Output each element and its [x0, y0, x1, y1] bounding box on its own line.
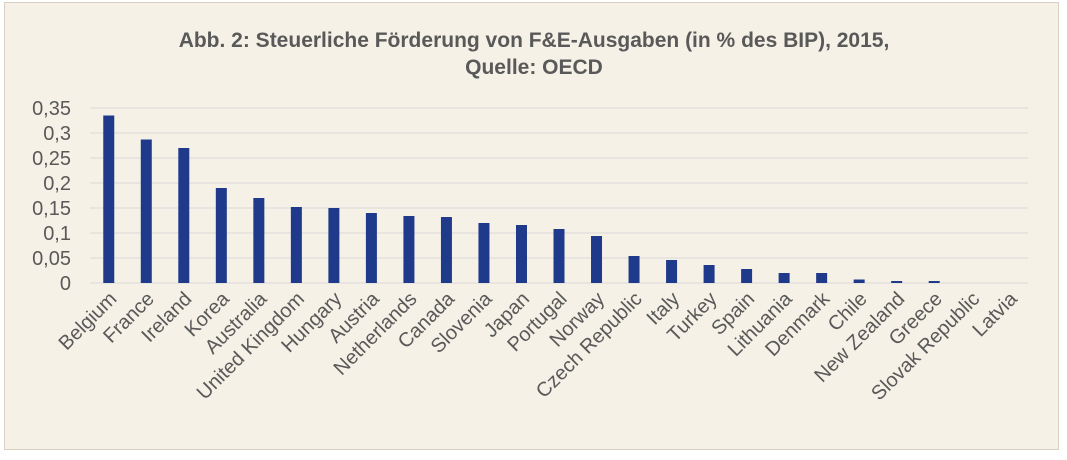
bar: [891, 281, 903, 283]
y-tick-label: 0,35: [32, 98, 71, 120]
bars: [103, 115, 940, 283]
bar: [253, 198, 265, 283]
y-axis: 0 0,05 0,1 0,15 0,2 0,25 0,3 0,35: [32, 98, 71, 295]
bar: [816, 273, 828, 283]
bar: [478, 223, 490, 283]
bar: [778, 273, 790, 283]
y-tick-label: 0,2: [43, 173, 71, 195]
bar: [515, 225, 527, 283]
bar: [553, 229, 565, 283]
chart-subtitle: Quelle: OECD: [465, 56, 603, 79]
bar: [741, 269, 753, 283]
y-tick-label: 0,3: [43, 123, 71, 145]
y-tick-label: 0,25: [32, 148, 71, 170]
bar: [365, 213, 377, 283]
x-tick-label: Latvia: [968, 287, 1022, 341]
bar: [103, 115, 115, 283]
y-tick-label: 0,15: [32, 198, 71, 220]
y-tick-label: 0: [60, 273, 71, 295]
gridlines: [90, 107, 1028, 284]
bar: [666, 260, 678, 283]
bar: [140, 139, 152, 283]
bar: [178, 148, 190, 283]
bar: [328, 208, 340, 283]
bar: [628, 256, 640, 283]
bar: [403, 216, 415, 283]
bar: [928, 281, 940, 283]
bar: [440, 217, 452, 283]
y-tick-label: 0,1: [43, 223, 71, 245]
bar: [591, 236, 603, 283]
bar: [215, 188, 227, 283]
x-axis: BelgiumFranceIrelandKoreaAustraliaUnited…: [55, 287, 1023, 405]
y-tick-label: 0,05: [32, 248, 71, 270]
bar: [703, 265, 715, 283]
bar: [853, 279, 865, 283]
bar: [290, 207, 302, 283]
chart-title: Abb. 2: Steuerliche Förderung von F&E-Au…: [179, 29, 890, 52]
